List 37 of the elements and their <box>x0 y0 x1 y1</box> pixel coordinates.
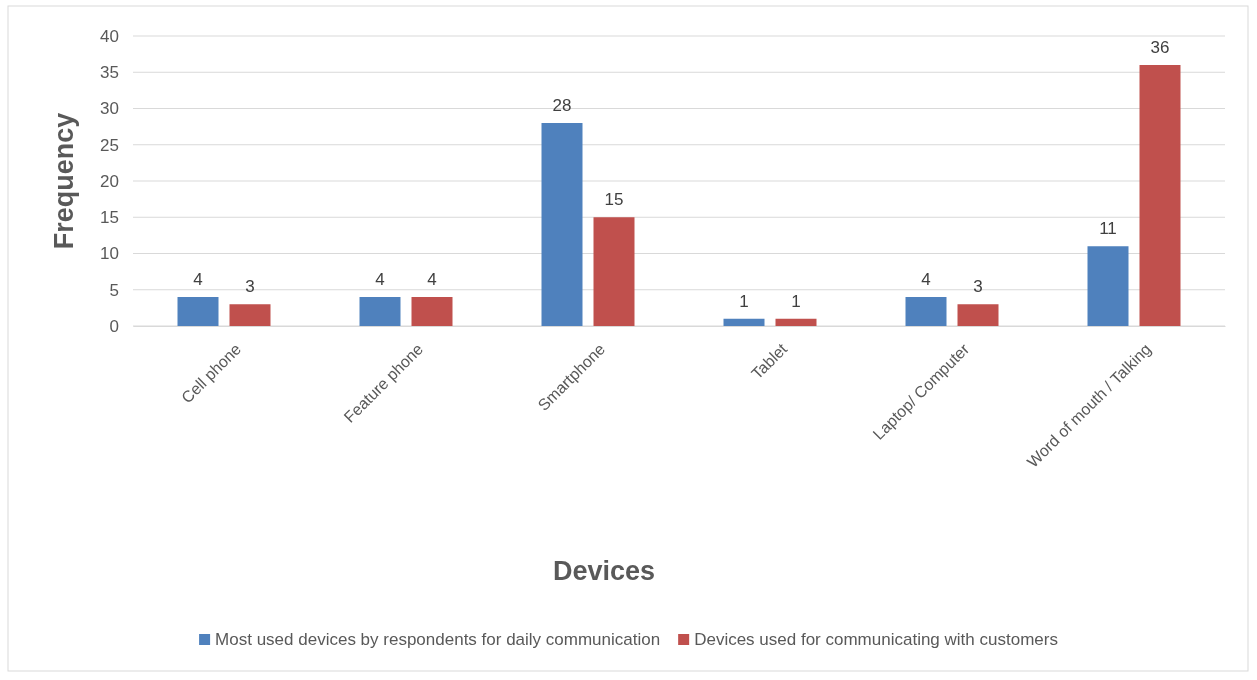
data-label: 11 <box>1099 219 1117 239</box>
y-tick-label: 10 <box>100 244 119 264</box>
y-tick-label: 20 <box>100 171 119 191</box>
y-tick-label: 15 <box>100 208 119 228</box>
data-label: 4 <box>375 270 385 289</box>
bar <box>177 297 219 326</box>
data-label: 28 <box>552 96 572 115</box>
bar <box>359 297 401 326</box>
y-tick-label: 0 <box>109 316 119 336</box>
bar <box>541 123 583 326</box>
data-label: 4 <box>193 270 203 289</box>
y-tick-label: 40 <box>100 26 119 46</box>
bar <box>957 304 999 326</box>
y-tick-label: 5 <box>109 280 119 300</box>
bar <box>723 318 765 326</box>
y-tick-label: 30 <box>100 99 119 119</box>
bar <box>593 217 635 326</box>
data-label: 3 <box>245 277 255 297</box>
data-label: 15 <box>604 190 624 210</box>
bar <box>775 318 817 326</box>
data-label: 4 <box>427 270 437 289</box>
legend-label: Most used devices by respondents for daily communication <box>215 630 661 649</box>
bar <box>411 297 453 326</box>
bar <box>1087 246 1129 326</box>
bar <box>1139 65 1181 326</box>
y-tick-label: 35 <box>100 63 119 83</box>
x-axis-title: Devices <box>552 556 656 586</box>
data-label: 4 <box>921 270 931 289</box>
data-label: 36 <box>1150 38 1170 57</box>
bar <box>905 297 947 326</box>
data-label: 3 <box>973 277 983 297</box>
data-label: 1 <box>739 291 749 311</box>
legend-label: Devices used for communicating with customers <box>694 630 1058 649</box>
data-label: 1 <box>791 291 801 311</box>
y-tick-label: 25 <box>100 135 119 155</box>
bar <box>229 304 271 326</box>
y-axis-title: Frequency <box>49 112 79 250</box>
